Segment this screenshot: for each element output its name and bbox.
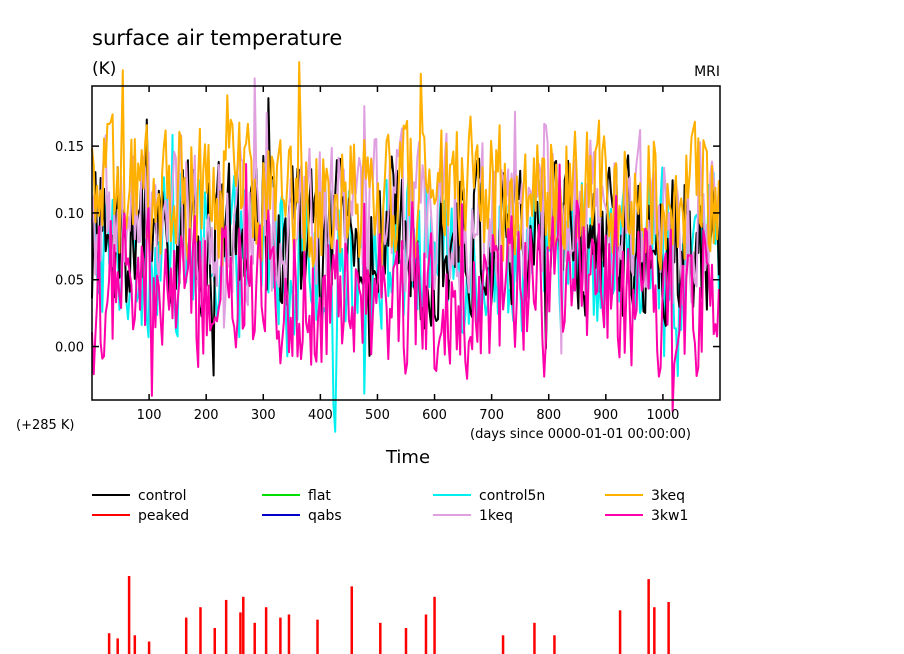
series-line-3keq xyxy=(91,61,720,271)
peaked-spikes xyxy=(107,576,670,654)
series-lines xyxy=(91,61,720,433)
y-tick-label: 0.00 xyxy=(55,341,84,356)
x-tick-label: 100 xyxy=(137,408,162,423)
y-tick-label: 0.15 xyxy=(55,140,84,155)
legend-label-3kw1: 3kw1 xyxy=(651,508,688,524)
x-tick-label: 1000 xyxy=(646,408,679,423)
x-axis-ticks: 100 200 300 400 500 600 700 800 900 1000 xyxy=(137,86,679,423)
x-tick-label: 200 xyxy=(194,408,219,423)
y-offset-label: (+285 K) xyxy=(16,418,75,433)
legend-label-control: control xyxy=(138,488,187,504)
y-axis-label: (K) xyxy=(92,59,116,79)
legend-label-3keq: 3keq xyxy=(651,488,685,504)
legend-label-flat: flat xyxy=(308,488,331,504)
x-tick-label: 900 xyxy=(593,408,618,423)
source-label: MRI xyxy=(694,64,720,80)
x-tick-label: 800 xyxy=(536,408,561,423)
x-tick-label: 400 xyxy=(308,408,333,423)
legend-label-qabs: qabs xyxy=(308,508,342,524)
x-units-label: (days since 0000-01-01 00:00:00) xyxy=(470,427,691,442)
legend-label-1keq: 1keq xyxy=(479,508,513,524)
x-tick-label: 700 xyxy=(479,408,504,423)
y-tick-label: 0.10 xyxy=(55,207,84,222)
legend-label-peaked: peaked xyxy=(138,508,189,524)
x-tick-label: 300 xyxy=(251,408,276,423)
x-axis-label: Time xyxy=(385,447,430,468)
y-tick-label: 0.05 xyxy=(55,274,84,289)
series-line-1keq xyxy=(91,77,720,355)
legend: control flat control5n 3keq peaked qabs 1keq 3k… xyxy=(92,488,688,524)
chart-title: surface air temperature xyxy=(92,26,342,50)
series-line-3kw1 xyxy=(91,163,720,413)
x-tick-label: 600 xyxy=(422,408,447,423)
x-tick-label: 500 xyxy=(365,408,390,423)
y-axis-ticks: 0.00 0.05 0.10 0.15 xyxy=(55,140,720,356)
plot-frame xyxy=(91,85,721,401)
legend-label-control5n: control5n xyxy=(479,488,545,504)
